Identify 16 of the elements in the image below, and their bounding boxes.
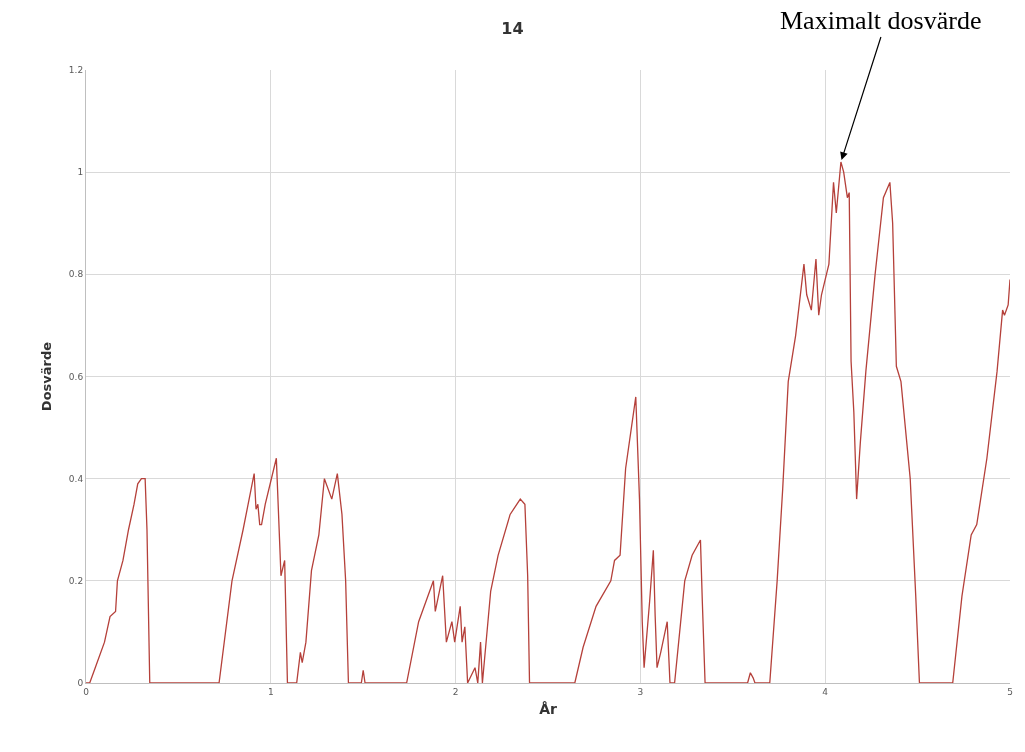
chart-title: 14	[501, 18, 524, 38]
x-tick-label: 1	[267, 686, 274, 697]
y-tick-label: 1	[77, 167, 84, 178]
y-tick-label: 0.2	[68, 575, 84, 586]
y-tick-label: 0.4	[68, 473, 84, 484]
y-tick-label: 0.6	[68, 371, 84, 382]
x-tick-label: 5	[1007, 686, 1013, 697]
y-axis-title: Dosvärde	[38, 341, 54, 412]
y-tick-label: 0	[77, 678, 84, 689]
x-axis-title: År	[539, 701, 557, 718]
y-tick-label: 1.2	[68, 65, 84, 76]
x-tick-label: 3	[637, 686, 644, 697]
x-tick-label: 2	[452, 686, 459, 697]
y-tick-label: 0.8	[68, 269, 84, 280]
annotation: Maximalt dosvärde	[780, 6, 982, 35]
x-tick-label: 4	[822, 686, 829, 697]
